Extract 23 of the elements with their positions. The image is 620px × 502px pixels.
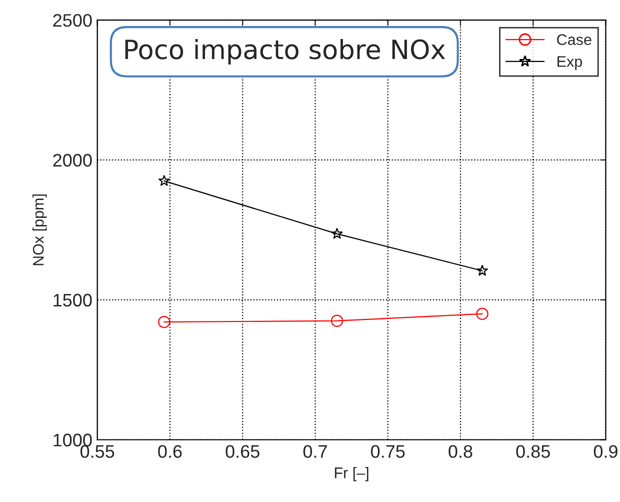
point (476, 308, 488, 320)
point (476, 264, 488, 276)
x-axis-title: Fr [–] (334, 467, 368, 482)
x-tick-label: 0.65 (226, 445, 260, 458)
point (158, 174, 170, 186)
point (158, 316, 170, 328)
x-tick-label: 0.75 (370, 445, 405, 458)
point (331, 228, 343, 239)
legend-label: Exp (558, 56, 582, 70)
annotation: Poco impacto sobre NOx (125, 38, 446, 65)
y-axis-title: NOx [ppm] (32, 194, 47, 266)
y-tick-label: 2000 (53, 154, 92, 167)
y-tick-label: 2500 (53, 14, 92, 27)
legend-label: Case (557, 34, 592, 46)
x-tick-label: 0.6 (158, 445, 182, 458)
x-tick-label: 0.55 (80, 445, 114, 458)
y-tick-label: 1500 (54, 294, 92, 307)
point (330, 314, 344, 327)
x-tick-label: 0.7 (303, 445, 327, 458)
x-tick-label: 0.9 (594, 445, 618, 458)
x-tick-label: 0.8 (448, 445, 472, 458)
y-tick-label: 1000 (54, 434, 92, 446)
x-tick-label: 0.85 (516, 445, 550, 458)
